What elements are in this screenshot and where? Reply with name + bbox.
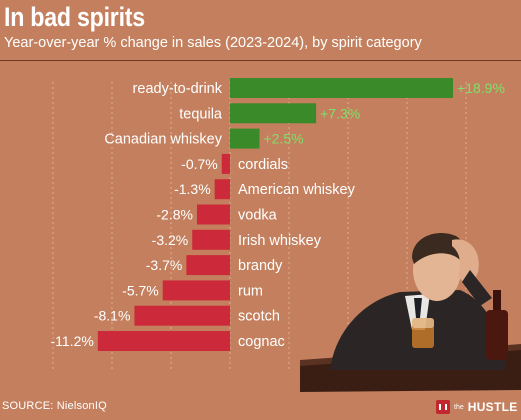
bar-american-whiskey: [214, 179, 230, 200]
bar-rum: [162, 280, 230, 301]
category-label: scotch: [238, 309, 280, 325]
bottle-neck: [493, 290, 501, 312]
value-label: -0.7%: [181, 156, 218, 172]
bar-tequila: [230, 103, 317, 124]
glass-rim: [412, 318, 434, 328]
bar-canadian-whiskey: [230, 128, 260, 149]
header-divider: [0, 60, 521, 61]
bar-cognac: [97, 331, 230, 351]
bar-scotch: [134, 305, 230, 326]
whiskey-bottle: [486, 310, 508, 360]
category-label: ready-to-drink: [133, 81, 223, 97]
category-label: cordials: [238, 157, 288, 173]
value-label: -2.8%: [156, 207, 193, 223]
value-label: -3.7%: [146, 257, 183, 273]
value-label: -3.2%: [152, 232, 189, 248]
category-label: cognac: [238, 334, 285, 350]
man-hair: [412, 232, 465, 264]
brand-mark: the HUSTLE: [436, 398, 518, 416]
value-label: +2.5%: [264, 131, 304, 147]
category-label: American whiskey: [238, 182, 356, 198]
bar-irish-whiskey: [192, 229, 230, 250]
brand-prefix: the: [454, 403, 464, 411]
category-label: brandy: [238, 258, 283, 274]
value-label: +7.3%: [320, 105, 360, 121]
value-label: +18.9%: [457, 80, 505, 96]
man-raised-arm: [462, 270, 492, 306]
value-label: -5.7%: [122, 282, 159, 298]
value-label: -11.2%: [51, 333, 94, 349]
bar-ready-to-drink: [230, 78, 454, 98]
value-label: -1.3%: [174, 181, 211, 197]
category-label: tequila: [179, 106, 223, 122]
bar-cordials: [221, 153, 230, 174]
brand-name: HUSTLE: [467, 400, 518, 414]
chart-title: In bad spirits: [4, 2, 145, 32]
chart-subtitle: Year-over-year % change in sales (2023-2…: [4, 35, 422, 51]
bar-brandy: [186, 255, 230, 276]
man-tie: [414, 298, 422, 318]
category-label: rum: [238, 283, 263, 299]
category-label: Canadian whiskey: [104, 132, 222, 148]
hustle-logo-icon: [436, 400, 450, 414]
category-label: Irish whiskey: [238, 233, 322, 249]
source-note: SOURCE: NielsonIQ: [2, 400, 107, 412]
man-arm: [345, 327, 420, 368]
bar-vodka: [196, 204, 230, 225]
category-label: vodka: [238, 208, 278, 224]
value-label: -8.1%: [94, 308, 131, 324]
